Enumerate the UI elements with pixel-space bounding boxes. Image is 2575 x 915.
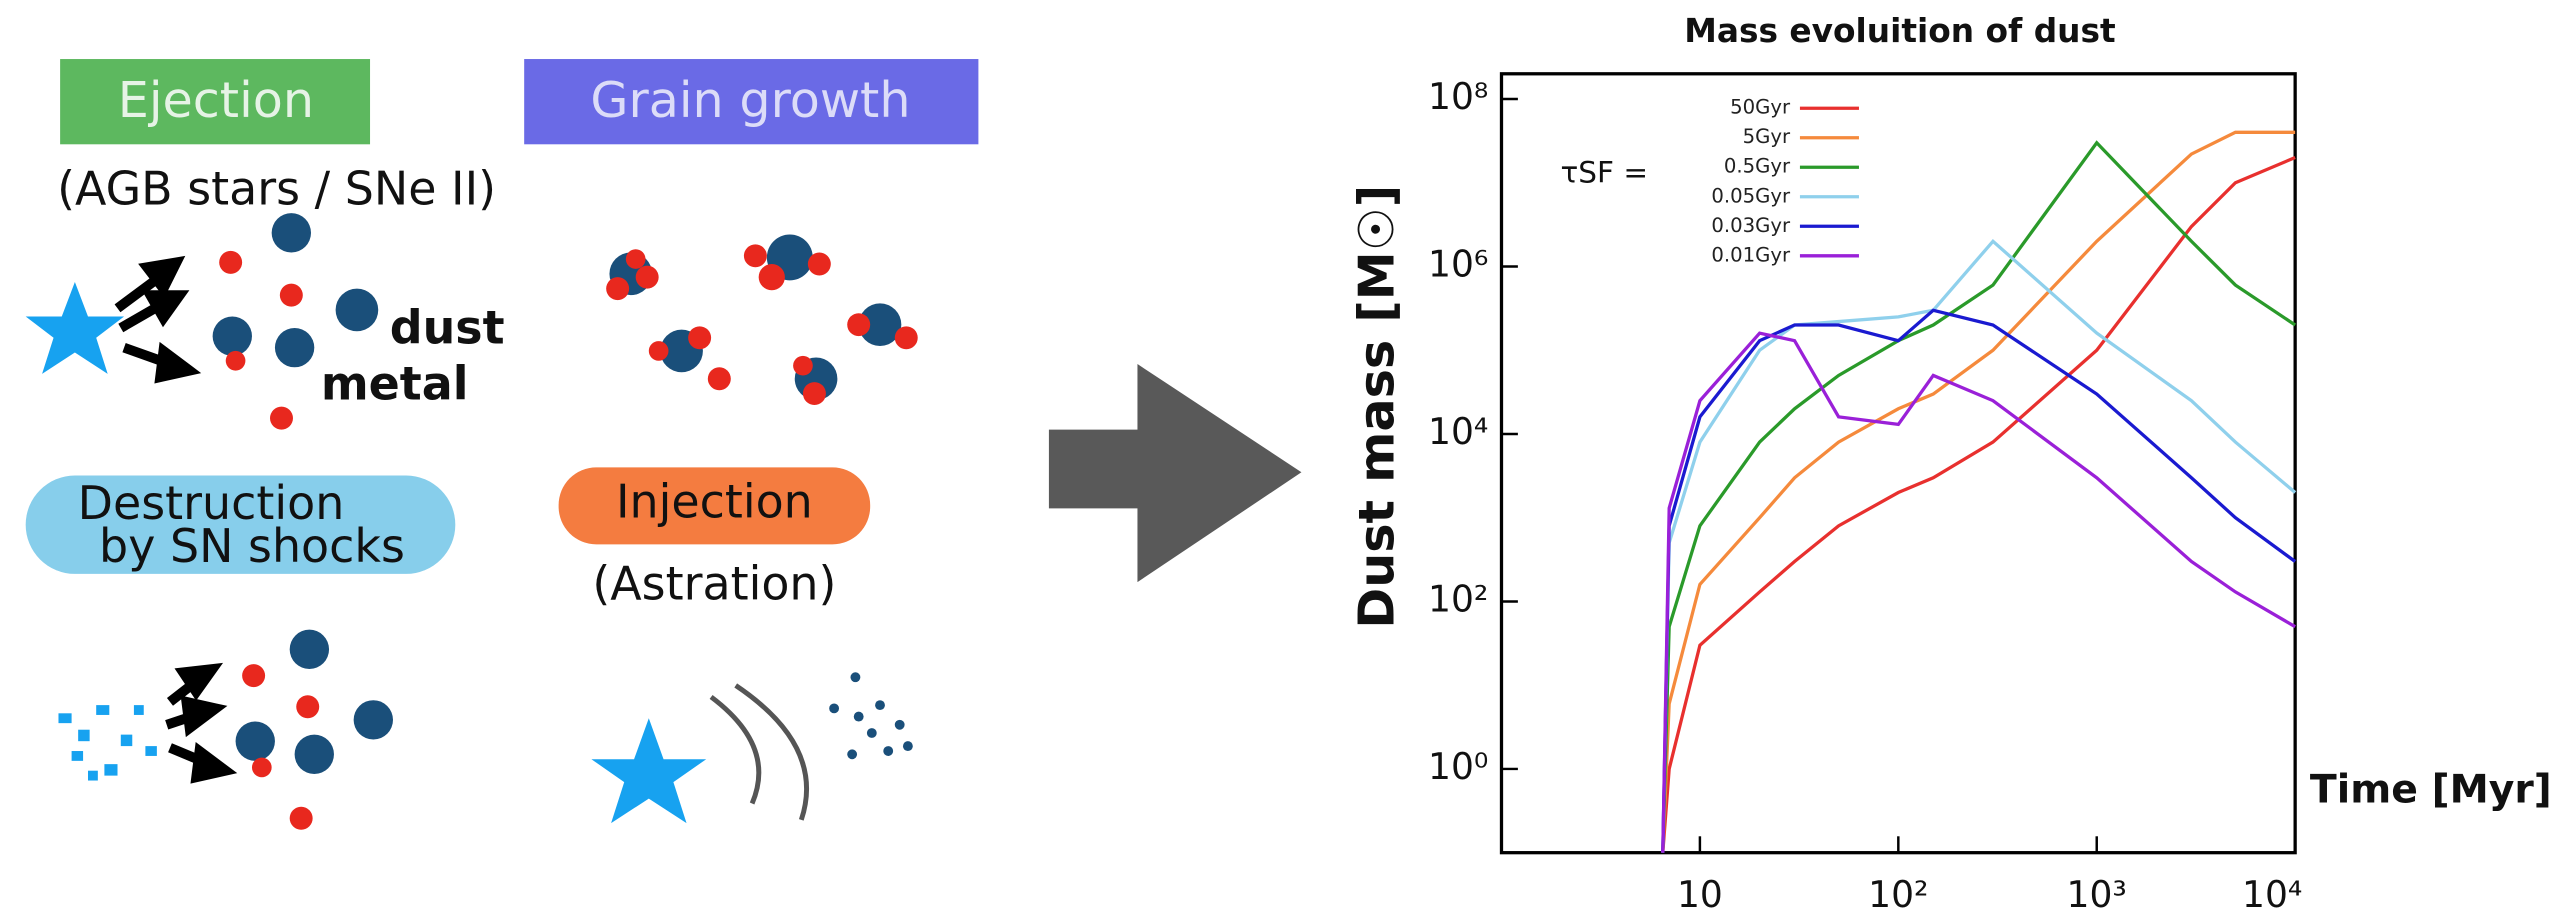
x-tick-label: 10³ (2067, 874, 2127, 915)
grain-growth-illustration (606, 234, 918, 406)
chart-title: Mass evoluition of dust (1684, 12, 2115, 50)
x-tick-label: 10 (1677, 874, 1723, 915)
series-line (1661, 156, 2296, 853)
ejection-box (60, 59, 371, 145)
injection-note: (Astration) (592, 557, 836, 611)
metal-label: metal (321, 356, 469, 410)
y-tick-label: 10⁸ (1428, 76, 1488, 118)
y-tick-label: 10² (1428, 578, 1488, 620)
legend-label: 0.03Gyr (1711, 214, 1791, 237)
grain-growth-box (524, 59, 979, 145)
y-tick-label: 10⁴ (1428, 411, 1488, 453)
y-axis-label: Dust mass [M☉] (1348, 185, 1406, 629)
destruction-label: by SN shocks (99, 519, 405, 573)
series-line (1661, 238, 2297, 853)
x-axis-label: Time [Myr] (2310, 767, 2552, 813)
destruction-label: Destruction (78, 476, 345, 530)
x-tick-label: 10² (1868, 874, 1928, 915)
legend-title: τSF = (1561, 155, 1649, 189)
arrow (1048, 364, 1302, 583)
x-tick-label: 10⁴ (2242, 874, 2302, 915)
legend-label: 5Gyr (1743, 125, 1791, 148)
ejection-label: Ejection (118, 71, 314, 129)
injection-label: Injection (616, 475, 813, 529)
injection-box (558, 467, 871, 545)
series-line (1661, 130, 2296, 853)
legend-label: 50Gyr (1730, 96, 1791, 119)
grain-growth-label: Grain growth (590, 71, 910, 129)
y-tick-label: 10⁰ (1428, 746, 1488, 788)
injection-illustration (591, 672, 913, 824)
ejection-illustration (25, 213, 379, 430)
legend-label: 0.05Gyr (1711, 184, 1791, 207)
series-line (1661, 308, 2297, 853)
dust-label: dust (390, 301, 505, 355)
ejection-source: (AGB stars / SNe II) (57, 161, 496, 215)
legend-label: 0.5Gyr (1724, 155, 1791, 178)
series-line (1661, 331, 2296, 853)
y-tick-label: 10⁶ (1428, 243, 1488, 285)
destruction-box (25, 475, 456, 574)
destruction-illustration (58, 629, 393, 830)
legend-label: 0.01Gyr (1711, 243, 1791, 266)
